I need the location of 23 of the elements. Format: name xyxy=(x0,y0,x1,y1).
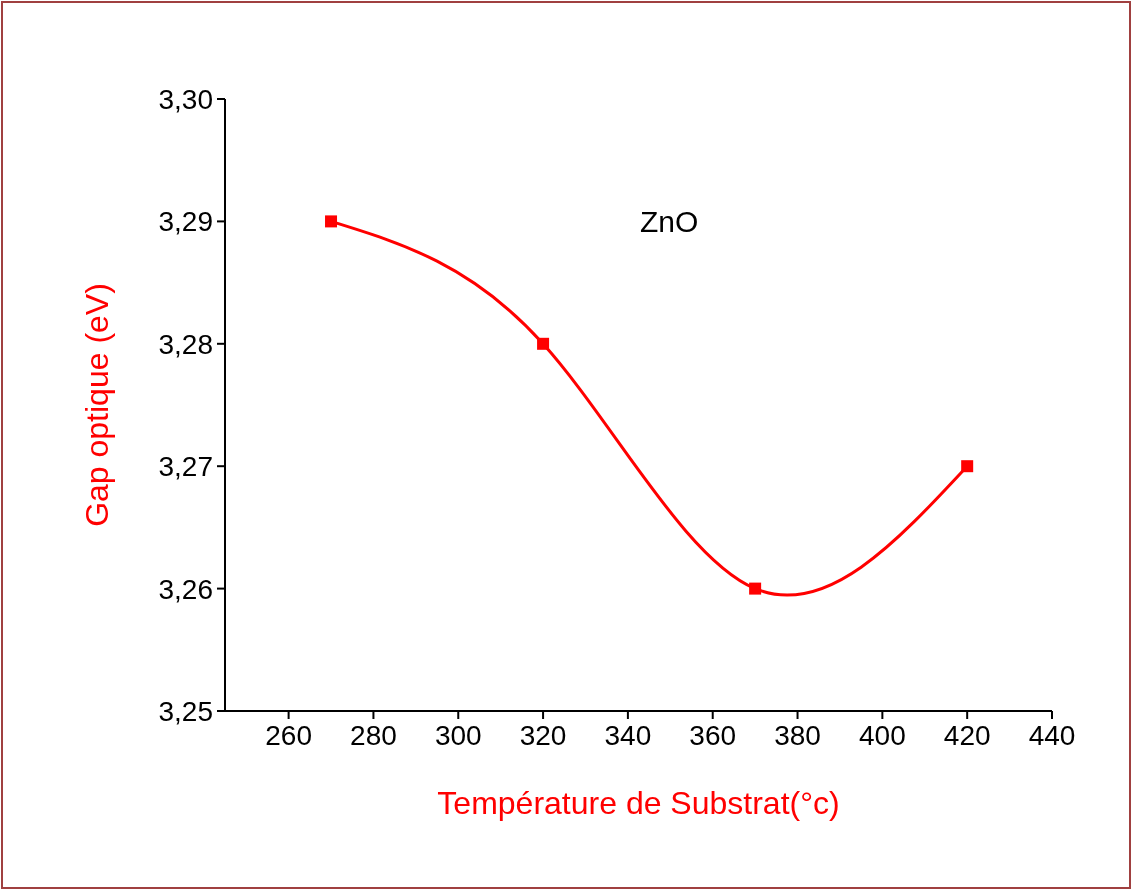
point xyxy=(961,460,974,473)
annotation: ZnO xyxy=(640,205,699,239)
y-tick-label: 3,26 xyxy=(158,573,213,605)
x-tick-label: 440 xyxy=(1028,719,1076,751)
x-tick-label: 260 xyxy=(265,719,312,751)
x-axis-title: Température de Substrat(°c) xyxy=(436,785,841,822)
x-tick-label: 280 xyxy=(350,719,397,751)
x-tick-label: 380 xyxy=(774,719,821,751)
x-tick-label: 420 xyxy=(943,719,991,751)
y-axis-title: Gap optique (eV) xyxy=(78,282,116,529)
x-tick-label: 340 xyxy=(604,719,652,751)
y-tick-label: 3,29 xyxy=(158,206,213,238)
y-tick-label: 3,27 xyxy=(158,451,213,483)
y-tick-label: 3,30 xyxy=(158,83,213,115)
x-tick-label: 320 xyxy=(519,719,567,751)
point xyxy=(325,215,338,228)
x-tick-label: 360 xyxy=(689,719,737,751)
y-tick-label: 3,25 xyxy=(158,695,213,727)
x-tick-label: 400 xyxy=(859,719,906,751)
y-tick-label: 3,28 xyxy=(158,328,213,360)
point xyxy=(537,337,550,350)
x-tick-label: 300 xyxy=(434,719,482,751)
point xyxy=(749,582,762,595)
